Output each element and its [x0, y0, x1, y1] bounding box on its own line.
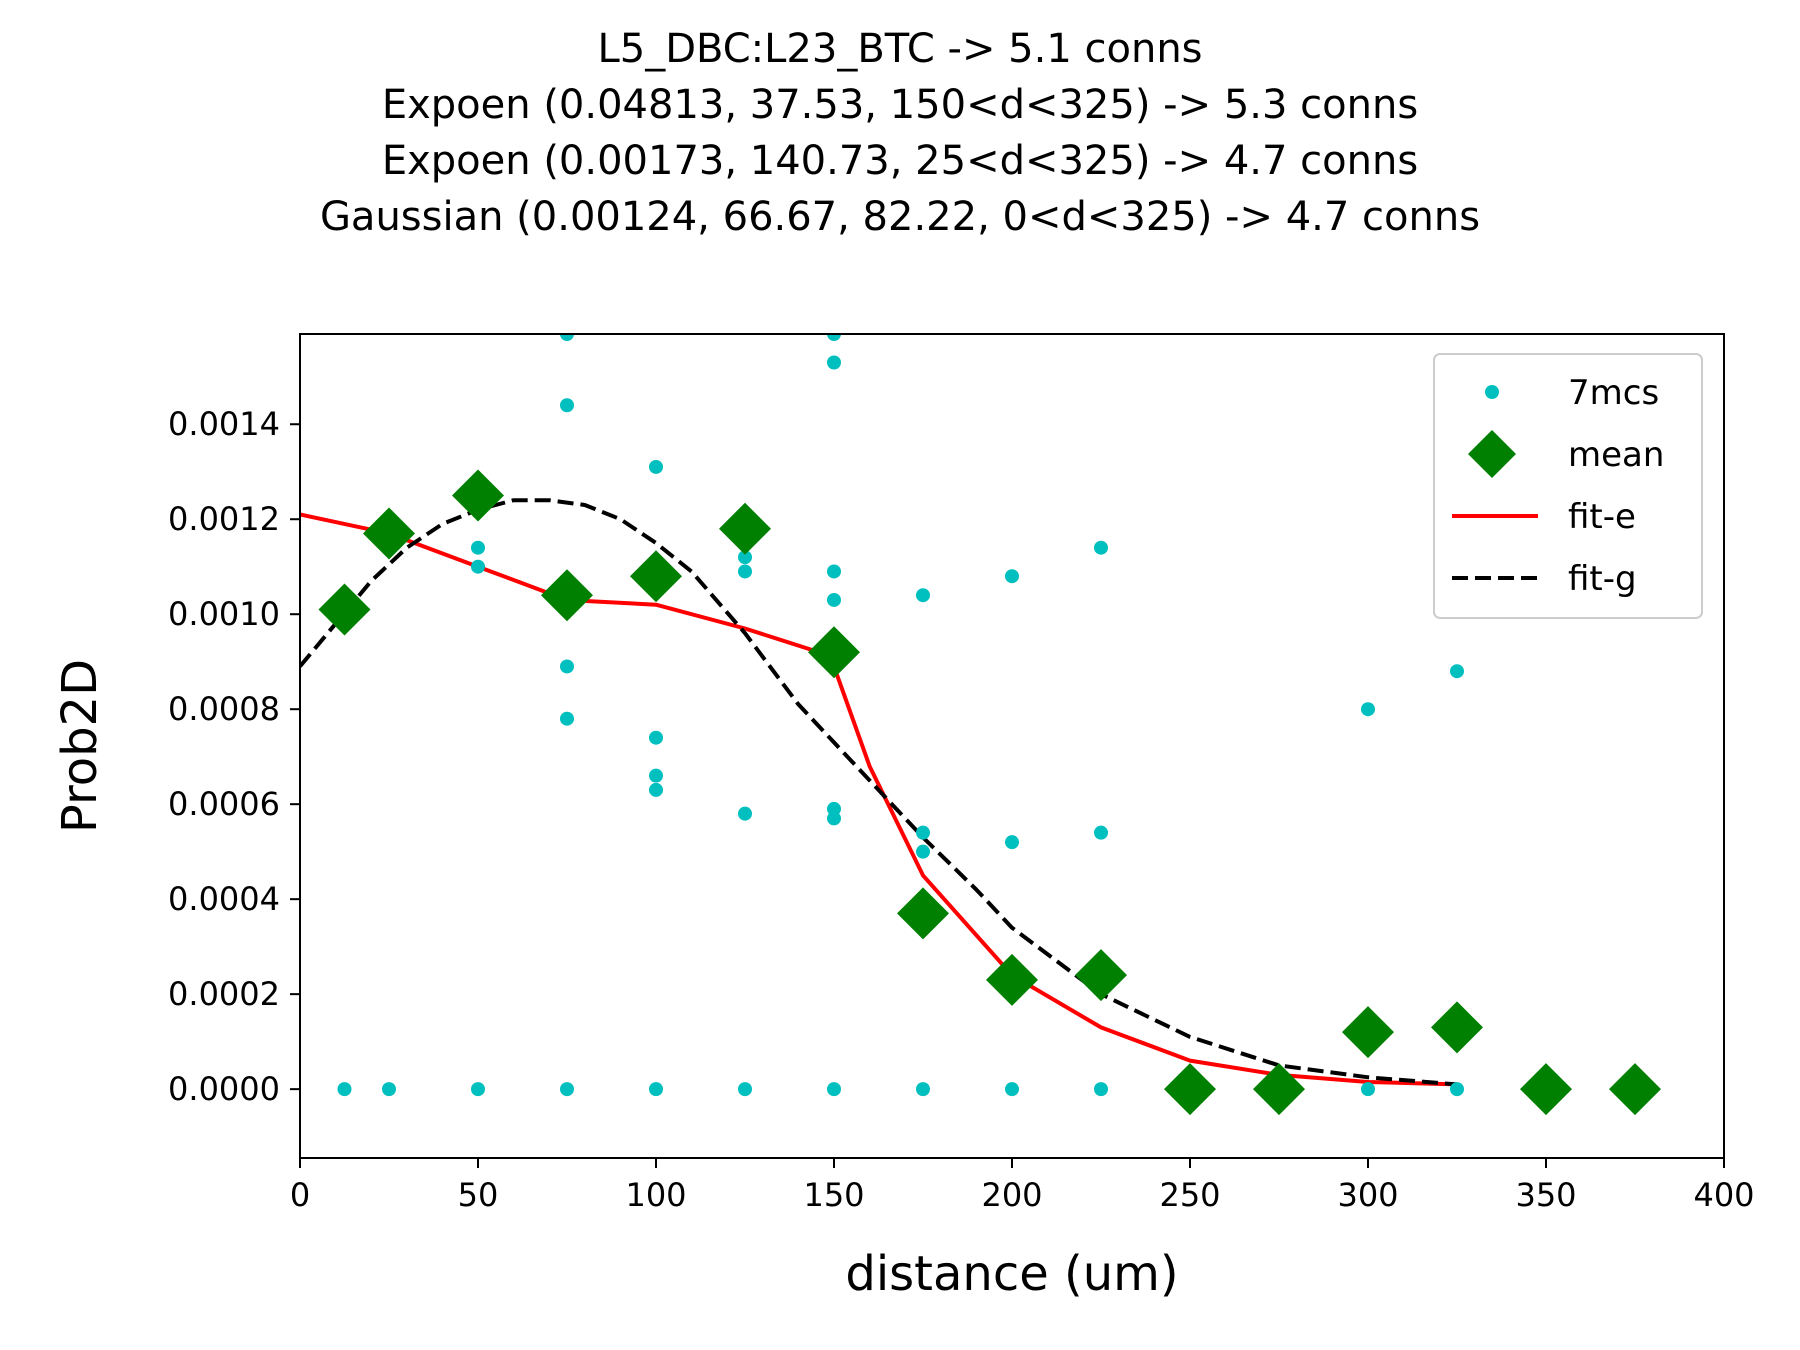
mean-marker	[986, 953, 1038, 1006]
legend-item-fit-g: fit-g	[1452, 559, 1637, 599]
legend: 7mcs mean fit-e fit-g	[1433, 353, 1703, 619]
point-7mcs	[827, 564, 841, 579]
point-7mcs	[1094, 540, 1108, 555]
mean-marker	[719, 502, 771, 555]
y-tick-label: 0.0004	[168, 880, 280, 918]
mean-marker	[1075, 949, 1127, 1002]
title-line-3: Expoen (0.00173, 140.73, 25<d<325) -> 4.…	[382, 138, 1418, 184]
mean-marker	[452, 469, 504, 522]
point-7mcs	[1005, 569, 1019, 584]
x-axis: 0 50 100 150 200 250 300 350 400	[290, 1158, 1755, 1214]
legend-marker	[1485, 385, 1499, 399]
point-7mcs	[827, 811, 841, 826]
legend-item-7mcs: 7mcs	[1485, 373, 1659, 413]
point-7mcs	[1005, 835, 1019, 850]
point-7mcs	[560, 398, 574, 413]
plot-area	[300, 334, 1661, 1116]
x-tick-label: 300	[1337, 1176, 1398, 1214]
point-7mcs	[382, 1082, 396, 1097]
point-7mcs	[649, 782, 663, 797]
point-7mcs	[649, 768, 663, 783]
point-7mcs	[738, 1082, 752, 1097]
point-7mcs	[1094, 1082, 1108, 1097]
x-tick-label: 150	[803, 1176, 864, 1214]
point-7mcs	[649, 459, 663, 474]
x-tick-label: 350	[1515, 1176, 1576, 1214]
mean-marker	[1609, 1063, 1661, 1116]
x-tick-label: 400	[1693, 1176, 1754, 1214]
point-7mcs	[1005, 1082, 1019, 1097]
point-7mcs	[916, 825, 930, 840]
x-tick-label: 250	[1159, 1176, 1220, 1214]
point-7mcs	[1450, 1082, 1464, 1097]
y-tick-label: 0.0008	[168, 690, 280, 728]
point-7mcs	[1361, 1082, 1375, 1097]
legend-label: mean	[1568, 435, 1664, 475]
legend-item-mean: mean	[1468, 430, 1664, 478]
point-7mcs	[471, 559, 485, 574]
point-7mcs	[337, 1082, 352, 1097]
mean-marker	[1342, 1006, 1394, 1059]
point-7mcs	[649, 1082, 663, 1097]
legend-box	[1433, 353, 1703, 619]
point-7mcs	[738, 550, 752, 565]
y-axis-label: Prob2D	[52, 659, 108, 833]
chart-title: L5_DBC:L23_BTC -> 5.1 conns Expoen (0.04…	[320, 26, 1480, 240]
y-tick-label: 0.0012	[168, 500, 280, 538]
mean-marker	[808, 626, 860, 679]
title-line-2: Expoen (0.04813, 37.53, 150<d<325) -> 5.…	[382, 82, 1418, 128]
x-tick-label: 0	[290, 1176, 310, 1214]
point-7mcs	[560, 711, 574, 726]
point-7mcs	[738, 806, 752, 821]
legend-label: fit-e	[1568, 497, 1636, 537]
mean-marker	[363, 507, 415, 560]
title-line-4: Gaussian (0.00124, 66.67, 82.22, 0<d<325…	[320, 194, 1480, 240]
point-7mcs	[471, 540, 485, 555]
point-7mcs	[827, 334, 841, 341]
mean-marker	[1164, 1063, 1216, 1116]
x-tick-label: 200	[981, 1176, 1042, 1214]
point-7mcs	[1094, 825, 1108, 840]
point-7mcs	[738, 564, 752, 579]
legend-item-fit-e: fit-e	[1452, 497, 1636, 537]
legend-marker	[1468, 430, 1516, 478]
mean-marker	[318, 583, 371, 636]
point-7mcs	[827, 355, 841, 370]
mean-marker	[1253, 1063, 1305, 1116]
x-axis-label: distance (um)	[845, 1246, 1178, 1302]
point-7mcs	[560, 1082, 574, 1097]
point-7mcs	[827, 1082, 841, 1097]
y-tick-label: 0.0002	[168, 975, 280, 1013]
series-line-fit-g	[300, 498, 1458, 1087]
legend-label: fit-g	[1568, 559, 1637, 599]
mean-marker	[897, 887, 949, 940]
series-line-fit-e	[300, 512, 1458, 1087]
y-axis: 0.0000 0.0002 0.0004 0.0006 0.0008 0.0010 0.00…	[168, 405, 300, 1108]
point-7mcs	[1361, 702, 1375, 717]
point-7mcs	[471, 1082, 485, 1097]
point-7mcs	[827, 592, 841, 607]
mean-marker	[630, 550, 682, 603]
y-tick-label: 0.0010	[168, 595, 280, 633]
y-tick-label: 0.0014	[168, 405, 280, 443]
point-7mcs	[1450, 664, 1464, 679]
x-tick-label: 50	[458, 1176, 499, 1214]
legend-label: 7mcs	[1568, 373, 1659, 413]
mean-marker	[1520, 1063, 1572, 1116]
point-7mcs	[916, 844, 930, 859]
point-7mcs	[916, 588, 930, 603]
y-tick-label: 0.0000	[168, 1070, 280, 1108]
mean-marker	[1431, 1001, 1483, 1054]
title-line-1: L5_DBC:L23_BTC -> 5.1 conns	[597, 26, 1202, 72]
point-7mcs	[916, 1082, 930, 1097]
x-tick-label: 100	[625, 1176, 686, 1214]
point-7mcs	[560, 334, 574, 341]
y-tick-label: 0.0006	[168, 785, 280, 823]
mean-marker	[541, 569, 593, 622]
point-7mcs	[649, 730, 663, 745]
point-7mcs	[560, 659, 574, 674]
